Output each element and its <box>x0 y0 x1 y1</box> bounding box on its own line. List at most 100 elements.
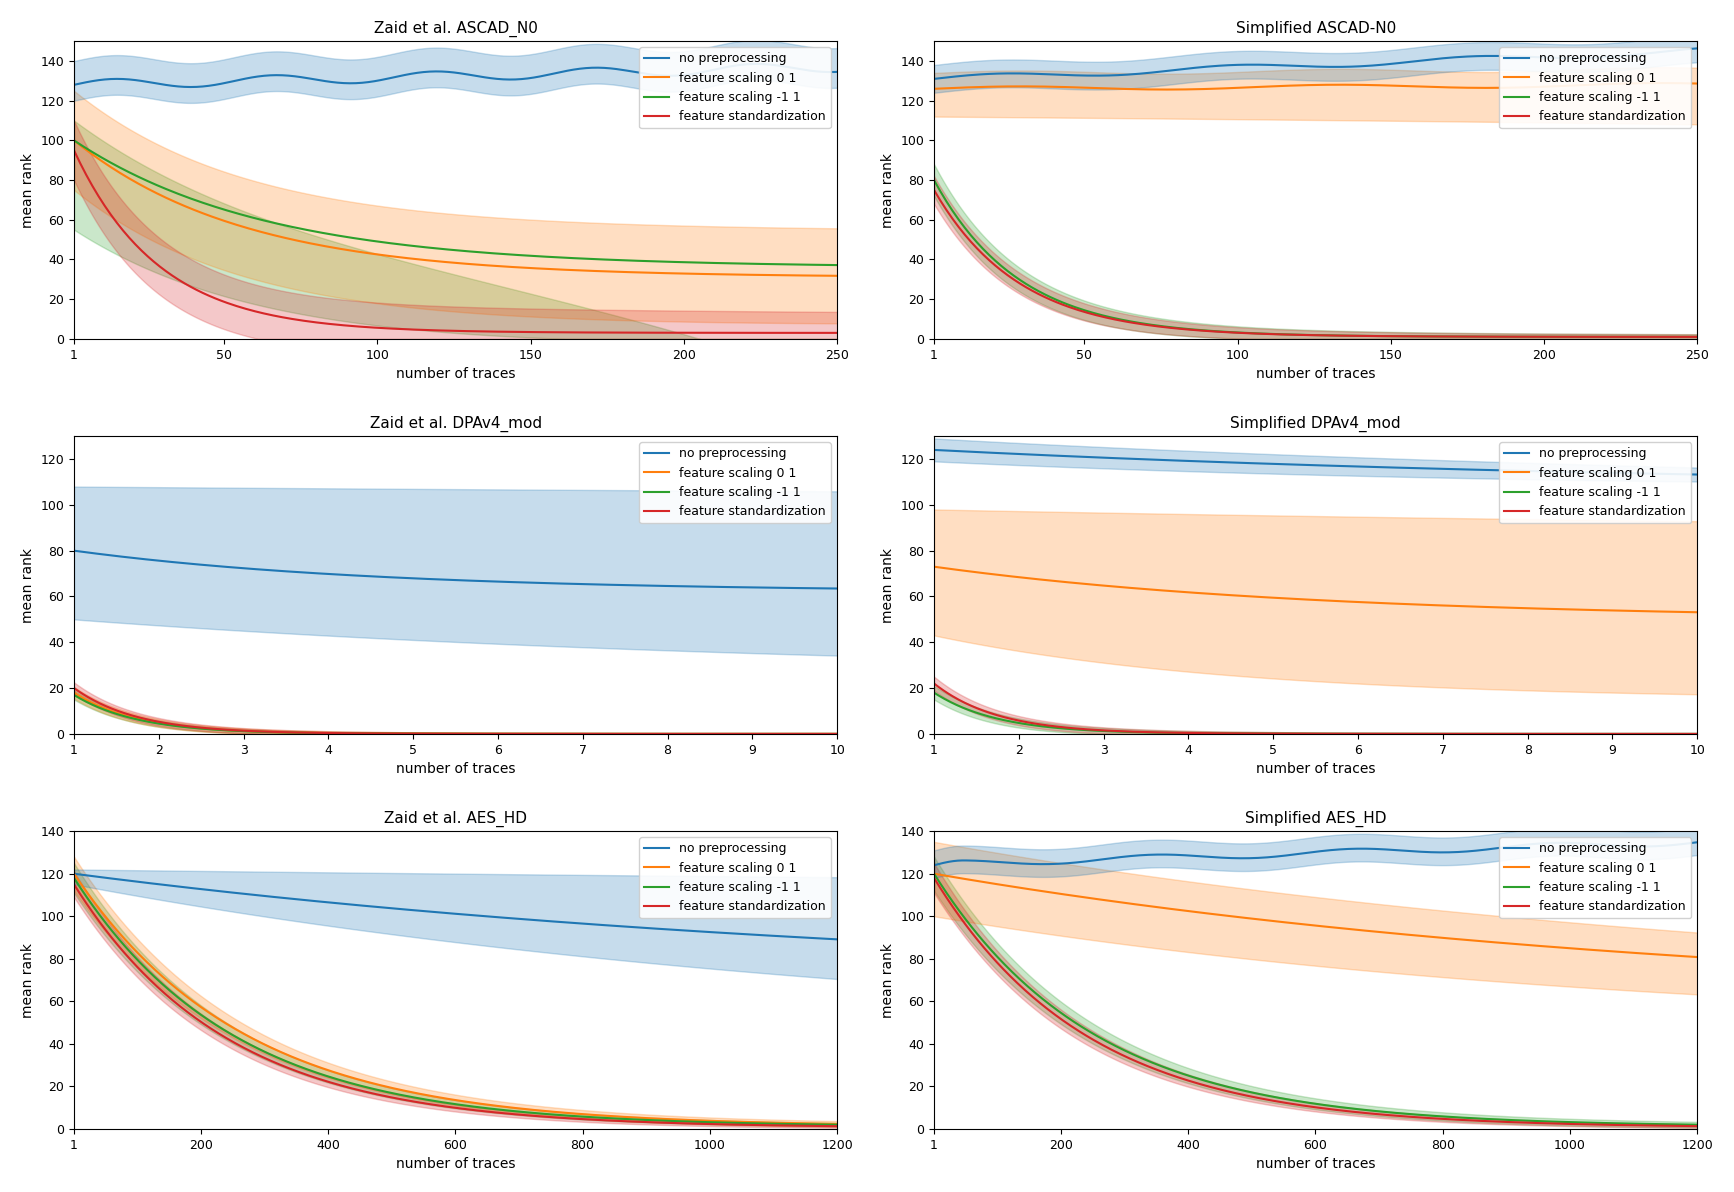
no preprocessing <box>192 80 213 94</box>
no preprocessing <box>1379 460 1399 474</box>
Line: feature scaling 0 1: feature scaling 0 1 <box>75 874 838 1124</box>
feature scaling 0 1 <box>380 249 401 263</box>
no preprocessing <box>924 858 945 873</box>
Legend: no preprocessing, feature scaling 0 1, feature scaling -1 1, feature standardiza: no preprocessing, feature scaling 0 1, f… <box>640 838 831 918</box>
feature standardization <box>1668 727 1689 741</box>
no preprocessing <box>688 579 709 594</box>
Y-axis label: mean rank: mean rank <box>881 943 895 1018</box>
feature scaling -1 1 <box>369 235 390 249</box>
feature standardization <box>924 871 945 886</box>
Y-axis label: mean rank: mean rank <box>21 547 35 622</box>
feature scaling 0 1 <box>1548 602 1569 616</box>
no preprocessing <box>1687 467 1708 482</box>
no preprocessing <box>1224 851 1245 865</box>
feature scaling 0 1 <box>924 867 945 881</box>
feature standardization <box>1656 330 1677 344</box>
feature scaling -1 1 <box>151 976 172 991</box>
no preprocessing <box>430 572 451 586</box>
feature scaling -1 1 <box>1365 329 1385 343</box>
no preprocessing <box>827 582 848 596</box>
Title: Simplified DPAv4_mod: Simplified DPAv4_mod <box>1231 416 1401 432</box>
Line: feature scaling -1 1: feature scaling -1 1 <box>935 874 1698 1125</box>
X-axis label: number of traces: number of traces <box>1255 367 1375 381</box>
feature scaling -1 1 <box>1379 727 1399 741</box>
Y-axis label: mean rank: mean rank <box>21 153 35 228</box>
feature scaling 0 1 <box>1425 930 1446 944</box>
feature standardization <box>1687 727 1708 741</box>
feature scaling -1 1 <box>1687 727 1708 741</box>
no preprocessing <box>180 80 201 94</box>
no preprocessing <box>1365 58 1385 73</box>
feature scaling 0 1 <box>1651 76 1672 91</box>
Line: feature standardization: feature standardization <box>75 884 838 1126</box>
feature scaling -1 1 <box>1011 974 1032 988</box>
feature scaling -1 1 <box>565 1109 586 1123</box>
feature scaling 0 1 <box>151 968 172 982</box>
feature standardization <box>64 143 85 157</box>
no preprocessing <box>808 582 829 596</box>
Line: no preprocessing: no preprocessing <box>935 843 1698 865</box>
no preprocessing <box>1287 458 1307 472</box>
feature standardization <box>827 727 848 741</box>
feature scaling 0 1 <box>1157 82 1177 97</box>
feature scaling -1 1 <box>808 727 829 741</box>
feature standardization <box>1451 329 1472 343</box>
no preprocessing <box>1548 465 1569 479</box>
feature scaling -1 1 <box>924 867 945 881</box>
feature scaling -1 1 <box>796 257 817 272</box>
feature standardization <box>380 322 401 336</box>
no preprocessing <box>1422 845 1443 859</box>
no preprocessing <box>364 900 385 914</box>
feature scaling 0 1 <box>924 559 945 573</box>
Title: Zaid et al. DPAv4_mod: Zaid et al. DPAv4_mod <box>369 416 541 432</box>
feature scaling 0 1 <box>477 727 498 741</box>
no preprocessing <box>1240 57 1261 72</box>
feature scaling -1 1 <box>824 1118 844 1132</box>
no preprocessing <box>1687 42 1708 56</box>
feature standardization <box>1049 297 1070 311</box>
feature scaling -1 1 <box>1687 330 1708 344</box>
feature scaling 0 1 <box>1290 592 1311 607</box>
no preprocessing <box>824 932 844 946</box>
feature standardization <box>1290 727 1311 741</box>
Title: Zaid et al. ASCAD_N0: Zaid et al. ASCAD_N0 <box>373 20 538 37</box>
no preprocessing <box>1673 837 1694 851</box>
feature scaling -1 1 <box>1451 329 1472 343</box>
no preprocessing <box>1687 836 1708 850</box>
feature scaling -1 1 <box>1425 1109 1446 1123</box>
feature standardization <box>1011 980 1032 994</box>
feature scaling 0 1 <box>924 81 945 95</box>
feature scaling -1 1 <box>1656 330 1677 344</box>
Y-axis label: mean rank: mean rank <box>881 547 895 622</box>
no preprocessing <box>477 575 498 589</box>
Line: feature scaling -1 1: feature scaling -1 1 <box>75 695 838 734</box>
X-axis label: number of traces: number of traces <box>395 1157 515 1172</box>
feature standardization <box>1229 325 1250 340</box>
no preprocessing <box>827 64 848 79</box>
feature scaling 0 1 <box>369 248 390 262</box>
feature scaling 0 1 <box>1684 950 1705 964</box>
feature scaling 0 1 <box>824 1117 844 1131</box>
Legend: no preprocessing, feature scaling 0 1, feature scaling -1 1, feature standardiza: no preprocessing, feature scaling 0 1, f… <box>1500 838 1691 918</box>
no preprocessing <box>924 442 945 457</box>
feature scaling -1 1 <box>827 727 848 741</box>
feature scaling 0 1 <box>64 867 85 881</box>
Title: Simplified AES_HD: Simplified AES_HD <box>1245 811 1387 827</box>
feature scaling -1 1 <box>1224 1081 1245 1095</box>
feature scaling -1 1 <box>1287 727 1307 741</box>
feature standardization <box>64 877 85 892</box>
feature scaling 0 1 <box>1233 80 1254 94</box>
feature scaling -1 1 <box>1673 1117 1694 1131</box>
no preprocessing <box>1668 467 1689 482</box>
Title: Simplified ASCAD-N0: Simplified ASCAD-N0 <box>1236 20 1396 36</box>
Y-axis label: mean rank: mean rank <box>21 943 35 1018</box>
Line: feature standardization: feature standardization <box>935 190 1698 337</box>
feature scaling -1 1 <box>1290 727 1311 741</box>
feature standardization <box>1687 1119 1708 1134</box>
Line: feature scaling -1 1: feature scaling -1 1 <box>935 180 1698 337</box>
feature scaling -1 1 <box>380 236 401 250</box>
feature standardization <box>505 324 525 339</box>
feature standardization <box>1224 1086 1245 1100</box>
feature scaling -1 1 <box>924 685 945 700</box>
feature standardization <box>1548 727 1569 741</box>
